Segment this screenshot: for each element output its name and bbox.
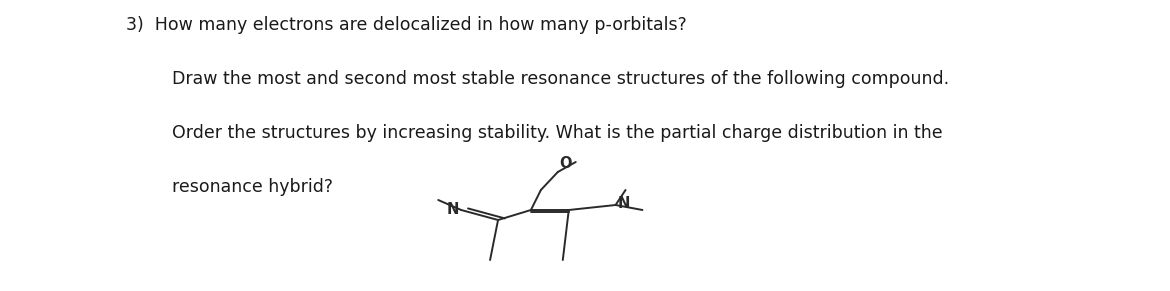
Text: Order the structures by increasing stability. What is the partial charge distrib: Order the structures by increasing stabi…: [172, 124, 943, 142]
Text: N: N: [618, 196, 631, 211]
Text: O: O: [559, 156, 571, 171]
Text: N: N: [447, 203, 459, 217]
Text: 3)  How many electrons are delocalized in how many p-orbitals?: 3) How many electrons are delocalized in…: [126, 16, 687, 34]
Text: Draw the most and second most stable resonance structures of the following compo: Draw the most and second most stable res…: [172, 70, 950, 88]
Text: resonance hybrid?: resonance hybrid?: [172, 178, 333, 196]
